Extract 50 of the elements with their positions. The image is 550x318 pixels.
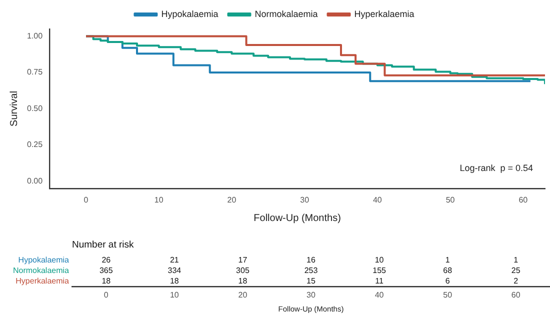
- x-tick-label: 0: [84, 195, 89, 204]
- legend-label: Hypokalaemia: [161, 8, 218, 19]
- y-tick-label: Hypokalaemia: [18, 255, 70, 264]
- data-label: 334: [168, 266, 182, 275]
- data-label: 365: [99, 266, 114, 275]
- x-axis-title: Follow-Up (Months): [254, 212, 341, 224]
- x-tick-label: 40: [372, 195, 382, 204]
- legend-label: Normokalaemia: [254, 8, 318, 19]
- x-tick-label: 10: [154, 195, 164, 204]
- data-label: 1: [445, 255, 450, 264]
- x-tick-label: 60: [518, 195, 528, 204]
- x-tick-label: 20: [227, 195, 237, 204]
- data-label: 10: [374, 255, 384, 264]
- data-label: 253: [304, 266, 318, 275]
- data-label: 6: [445, 276, 450, 286]
- y-tick-label: 0.25: [26, 140, 44, 150]
- y-axis-title: Survival: [8, 90, 20, 126]
- y-tick-label: 0.50: [26, 104, 44, 113]
- y-tick-label: 0.00: [26, 176, 44, 186]
- data-label: 68: [443, 266, 453, 275]
- x-tick-label: 60: [511, 290, 521, 300]
- x-tick-label: 30: [300, 195, 310, 204]
- y-tick-label: Normokalaemia: [12, 266, 70, 275]
- y-tick-label: 0.75: [26, 68, 44, 77]
- data-label: 2: [514, 276, 519, 286]
- legend-label: Hyperkalaemia: [354, 8, 414, 19]
- x-tick-label: 50: [446, 195, 456, 204]
- x-tick-label: 30: [306, 290, 316, 300]
- y-tick-label: 1.00: [26, 31, 44, 40]
- data-label: 16: [306, 255, 316, 264]
- y-tick-label: Hyperkalaemia: [16, 276, 70, 286]
- x-tick-label: 20: [238, 290, 248, 300]
- x-tick-label: 10: [170, 290, 180, 300]
- x-tick-label: 40: [374, 290, 384, 300]
- data-label: 155: [372, 266, 387, 275]
- data-label: 18: [170, 276, 180, 286]
- data-label: 18: [102, 276, 112, 286]
- annotation: Log-rank p = 0.54: [460, 162, 533, 173]
- data-label: 1: [514, 255, 519, 264]
- x-tick-label: 0: [104, 290, 109, 300]
- data-label: 11: [375, 276, 384, 286]
- data-label: 17: [238, 255, 248, 264]
- data-label: 305: [236, 266, 250, 275]
- data-label: 25: [511, 266, 521, 275]
- data-label: 15: [306, 276, 316, 286]
- x-tick-label: 50: [443, 290, 453, 300]
- chart-title: Number at risk: [72, 240, 134, 251]
- data-label: 26: [102, 255, 112, 264]
- data-label: 18: [238, 276, 248, 286]
- data-label: 21: [170, 255, 180, 264]
